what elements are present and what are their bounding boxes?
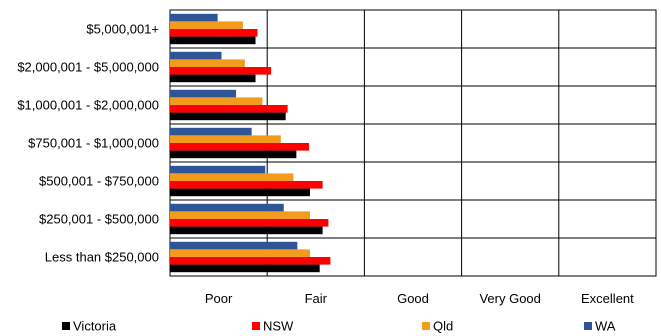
x-tick-label: Fair (305, 291, 328, 306)
bar-victoria-0 (170, 36, 256, 45)
legend-label-nsw: NSW (263, 319, 294, 334)
y-tick-label: $250,001 - $500,000 (39, 212, 159, 227)
bar-wa-4 (170, 165, 266, 174)
bar-qld-2 (170, 97, 263, 105)
bar-nsw-0 (170, 29, 258, 37)
y-tick-label: $5,000,001+ (86, 22, 159, 37)
y-tick-label: $2,000,001 - $5,000,000 (17, 60, 159, 75)
y-tick-label: $1,000,001 - $2,000,000 (17, 98, 159, 113)
bar-wa-0 (170, 13, 218, 22)
bar-nsw-4 (170, 181, 323, 189)
bar-wa-3 (170, 127, 252, 136)
x-axis-labels: Poor Fair Good Very Good Excellent (205, 291, 634, 306)
bar-victoria-6 (170, 264, 320, 273)
legend-swatch-qld (422, 322, 430, 330)
bars (170, 13, 331, 273)
bar-qld-1 (170, 59, 245, 67)
bar-nsw-1 (170, 67, 272, 75)
bar-qld-0 (170, 21, 243, 29)
bar-victoria-1 (170, 74, 256, 83)
bar-victoria-2 (170, 112, 286, 121)
legend-swatch-nsw (252, 322, 260, 330)
y-tick-label: Less than $250,000 (45, 250, 159, 265)
legend-swatch-wa (584, 322, 592, 330)
bar-qld-3 (170, 135, 281, 143)
bar-wa-5 (170, 203, 284, 212)
bar-wa-2 (170, 89, 237, 98)
legend: Victoria NSW Qld WA (62, 319, 616, 334)
bar-nsw-3 (170, 143, 309, 151)
x-tick-label: Poor (205, 291, 233, 306)
bar-nsw-6 (170, 257, 331, 265)
y-axis-labels: $5,000,001+ $2,000,001 - $5,000,000 $1,000… (17, 22, 159, 265)
legend-swatch-victoria (62, 322, 70, 330)
bar-victoria-4 (170, 188, 310, 197)
bar-nsw-5 (170, 219, 329, 227)
bar-victoria-3 (170, 150, 297, 159)
bar-wa-1 (170, 51, 222, 60)
bar-qld-6 (170, 249, 310, 257)
legend-label-wa: WA (595, 319, 616, 334)
legend-label-qld: Qld (433, 319, 453, 334)
y-tick-label: $750,001 - $1,000,000 (28, 136, 159, 151)
bar-qld-4 (170, 173, 294, 181)
y-tick-label: $500,001 - $750,000 (39, 174, 159, 189)
x-tick-label: Excellent (581, 291, 634, 306)
bar-qld-5 (170, 211, 310, 219)
bar-victoria-5 (170, 226, 323, 235)
bar-nsw-2 (170, 105, 288, 113)
bar-wa-6 (170, 241, 298, 250)
x-tick-label: Very Good (479, 291, 540, 306)
legend-label-victoria: Victoria (73, 319, 117, 334)
x-tick-label: Good (397, 291, 429, 306)
